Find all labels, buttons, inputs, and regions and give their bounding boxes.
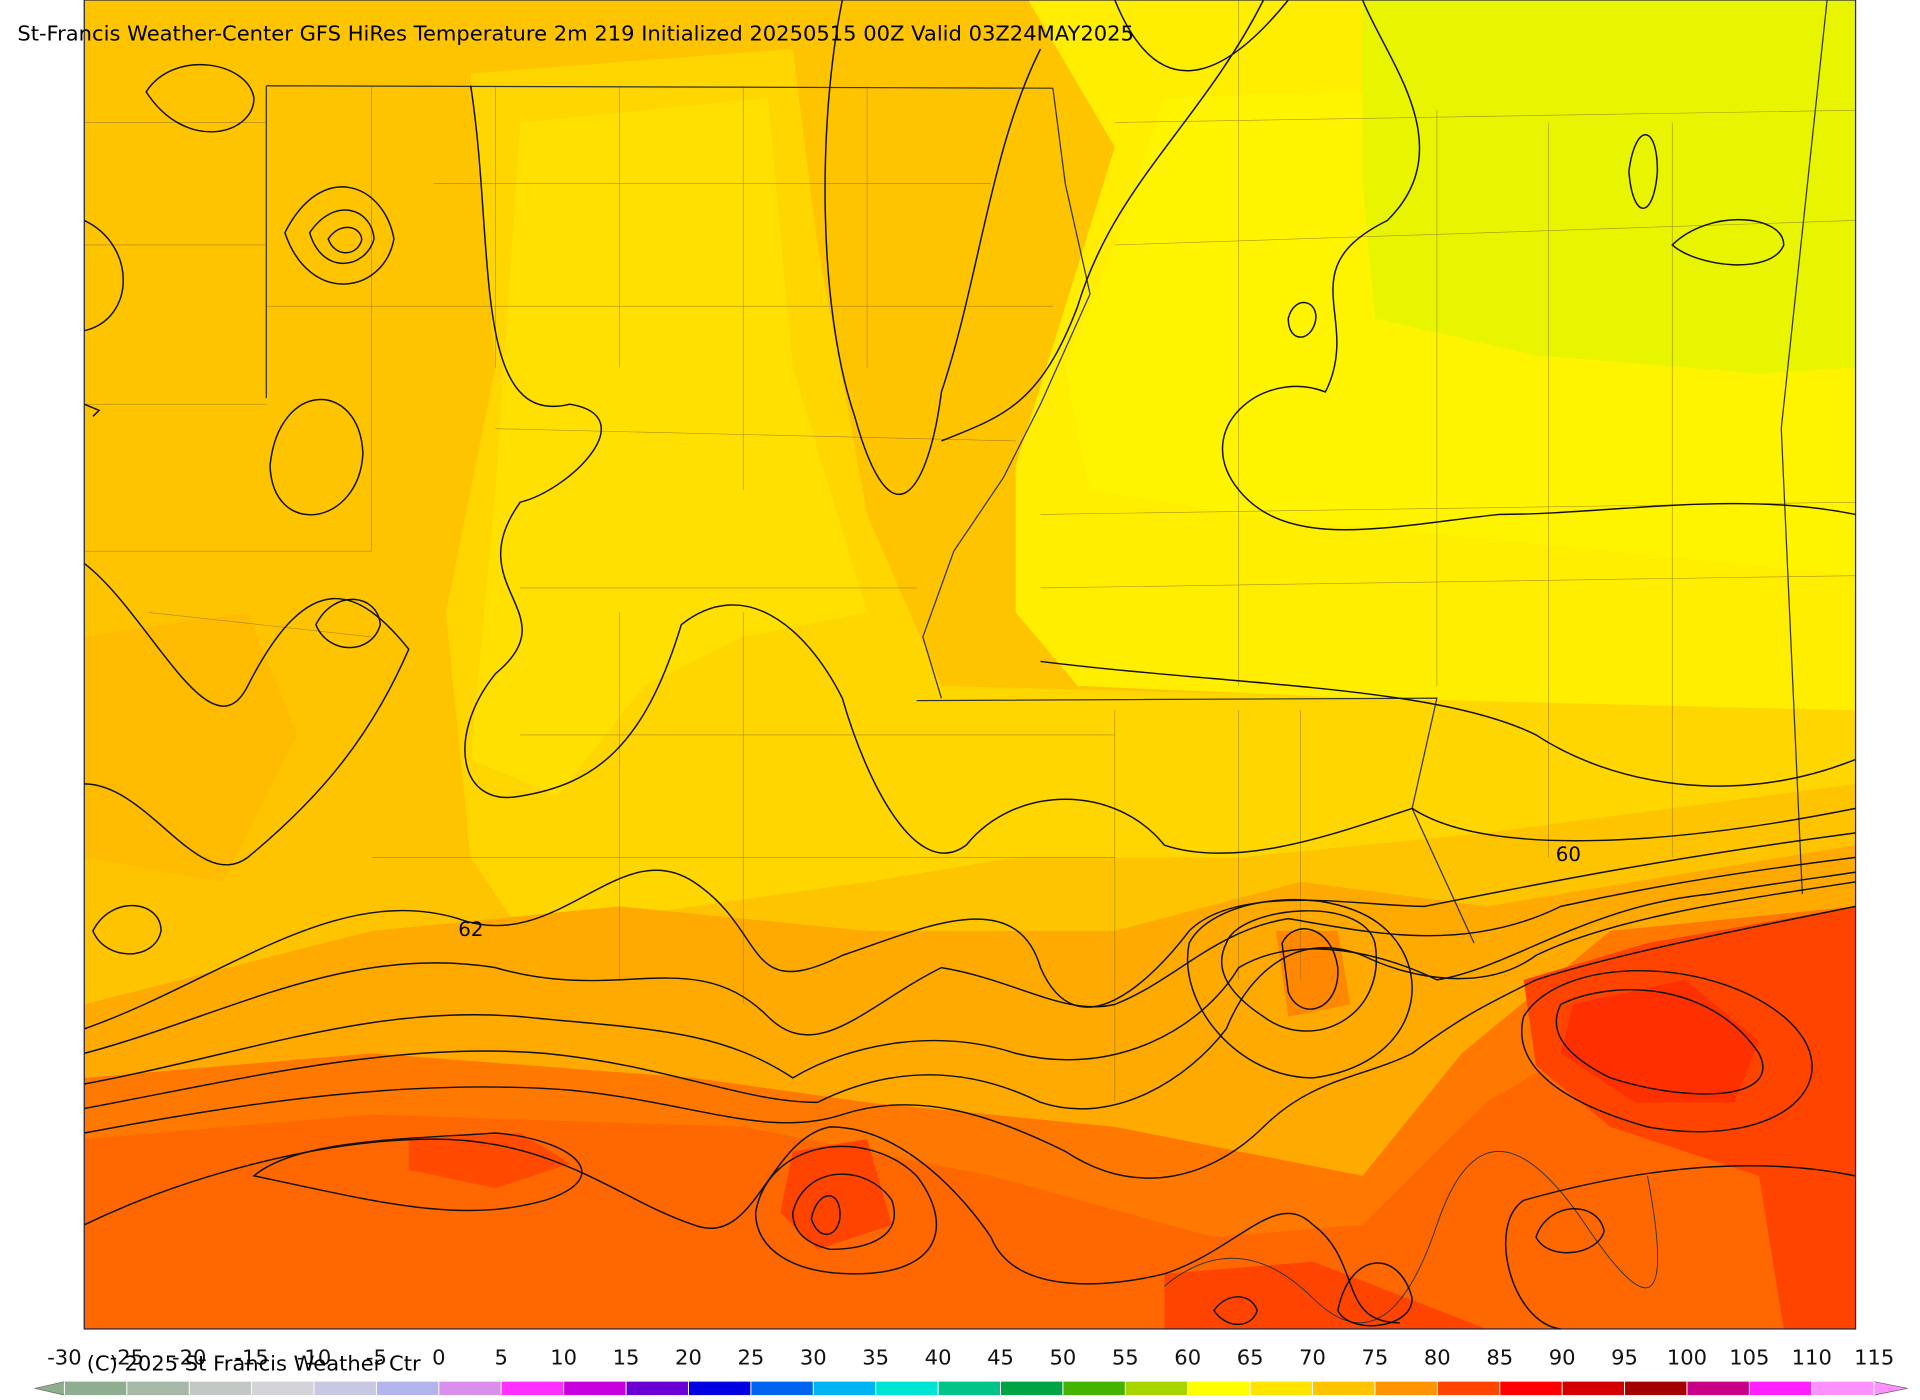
colorbar-tick-label: 15	[613, 1346, 640, 1370]
colorbar-segment	[1499, 1381, 1563, 1396]
colorbar-tick-label: 0	[432, 1346, 445, 1370]
colorbar-segment	[938, 1381, 1002, 1396]
colorbar-tick-label: 50	[1049, 1346, 1076, 1370]
colorbar-tick-label: 100	[1667, 1346, 1707, 1370]
colorbar-tick-label: 85	[1486, 1346, 1513, 1370]
colorbar-segment	[1000, 1381, 1064, 1396]
colorbar-segment	[813, 1381, 877, 1396]
colorbar-segment	[1125, 1381, 1189, 1396]
colorbar-segment	[251, 1381, 315, 1396]
colorbar-tick-label: 35	[862, 1346, 889, 1370]
colorbar-segment	[1437, 1381, 1501, 1396]
map-title: St-Francis Weather-Center GFS HiRes Temp…	[17, 22, 1134, 46]
colorbar-tick-label: 80	[1424, 1346, 1451, 1370]
colorbar-segment	[314, 1381, 378, 1396]
contours	[83, 0, 1856, 1330]
copyright: (C) 2025 St Francis Weather Ctr	[87, 1352, 421, 1376]
colorbar-segment	[1686, 1381, 1750, 1396]
map-frame	[83, 0, 1857, 1330]
colorbar-tick-label: 70	[1299, 1346, 1326, 1370]
colorbar-segment	[1811, 1381, 1875, 1396]
colorbar-segment	[750, 1381, 814, 1396]
colorbar-segment	[626, 1381, 690, 1396]
colorbar-segment	[1187, 1381, 1251, 1396]
colorbar-tick-label: 75	[1362, 1346, 1389, 1370]
colorbar-segment	[438, 1381, 502, 1396]
colorbar-segment	[189, 1381, 253, 1396]
boundaries	[84, 0, 1856, 1324]
colorbar-tick-label: 115	[1854, 1346, 1894, 1370]
colorbar-segment	[1562, 1381, 1626, 1396]
contour-label: 62	[458, 918, 483, 941]
colorbar-segment	[1312, 1381, 1376, 1396]
colorbar-tick-label: 90	[1549, 1346, 1576, 1370]
colorbar-tick-label: 65	[1237, 1346, 1264, 1370]
colorbar-tick-label: 5	[495, 1346, 508, 1370]
colorbar-segment	[1624, 1381, 1688, 1396]
colorbar-segment	[64, 1381, 128, 1396]
colorbar-tick-label: -15	[234, 1346, 268, 1370]
colorbar-tick-label: 55	[1112, 1346, 1139, 1370]
colorbar-segment	[501, 1381, 565, 1396]
colorbar-segment	[875, 1381, 939, 1396]
colorbar-tick-label: -25	[110, 1346, 144, 1370]
colorbar-tick-label: 20	[675, 1346, 702, 1370]
colorbar-tick-label: -30	[47, 1346, 81, 1370]
colorbar-segment	[563, 1381, 627, 1396]
colorbar-segment	[126, 1381, 190, 1396]
colorbar-tick-label: 105	[1729, 1346, 1769, 1370]
colorbar-tick-label: 10	[550, 1346, 577, 1370]
colorbar-segment	[1250, 1381, 1314, 1396]
contour-label: 60	[1556, 843, 1581, 866]
colorbar-tick-label: 40	[925, 1346, 952, 1370]
colorbar-tick-label: 45	[987, 1346, 1014, 1370]
colorbar: -30 -25 -20 -15 -10 -5 0 5 10 15 20 25 30 35 40 45 50 55 6…	[34, 1346, 1908, 1396]
colorbar-tick-label: -10	[297, 1346, 331, 1370]
colorbar-tick-label: -5	[366, 1346, 387, 1370]
colorbar-tick-label: 30	[800, 1346, 827, 1370]
colorbar-tick-label: 95	[1611, 1346, 1638, 1370]
colorbar-segment	[376, 1381, 440, 1396]
colorbar-segment	[1062, 1381, 1126, 1396]
colorbar-tick-label: -20	[172, 1346, 206, 1370]
temperature-field	[84, 0, 1856, 1329]
colorbar-segment	[688, 1381, 752, 1396]
colorbar-tick-label: 110	[1792, 1346, 1832, 1370]
colorbar-segment	[1749, 1381, 1813, 1396]
colorbar-segment	[1374, 1381, 1438, 1396]
colorbar-tick-label: 25	[737, 1346, 764, 1370]
colorbar-tick-label: 60	[1174, 1346, 1201, 1370]
